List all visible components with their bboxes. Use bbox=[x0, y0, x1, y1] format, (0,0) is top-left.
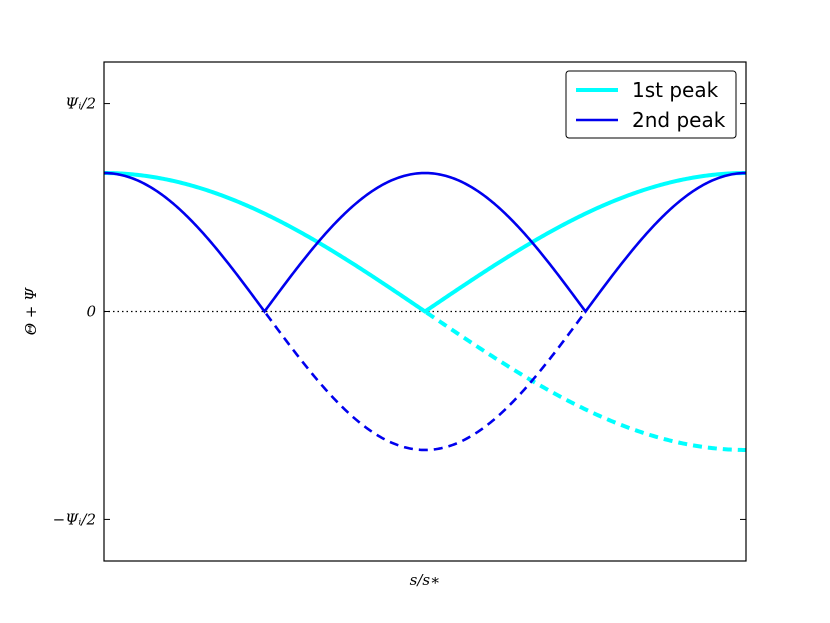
plot-area bbox=[103, 171, 747, 452]
y-axis-label: Θ + Ψ bbox=[22, 287, 40, 335]
legend: 1st peak 2nd peak bbox=[565, 70, 737, 139]
legend-label-2: 2nd peak bbox=[632, 108, 726, 132]
legend-label-1: 1st peak bbox=[632, 78, 719, 102]
series-1-negative-dashed bbox=[425, 310, 746, 452]
series-2-line bbox=[103, 171, 747, 314]
x-axis-label: s/s∗ bbox=[410, 571, 441, 589]
y-tick-label: −Ψᵢ/2 bbox=[53, 510, 96, 528]
y-tick-label: Ψᵢ/2 bbox=[65, 95, 96, 113]
series-1-line bbox=[104, 171, 746, 314]
y-ticks: Ψᵢ/2 0 −Ψᵢ/2 bbox=[53, 95, 746, 528]
y-tick-label: 0 bbox=[86, 303, 96, 321]
series-2-negative-dashed bbox=[265, 310, 587, 452]
